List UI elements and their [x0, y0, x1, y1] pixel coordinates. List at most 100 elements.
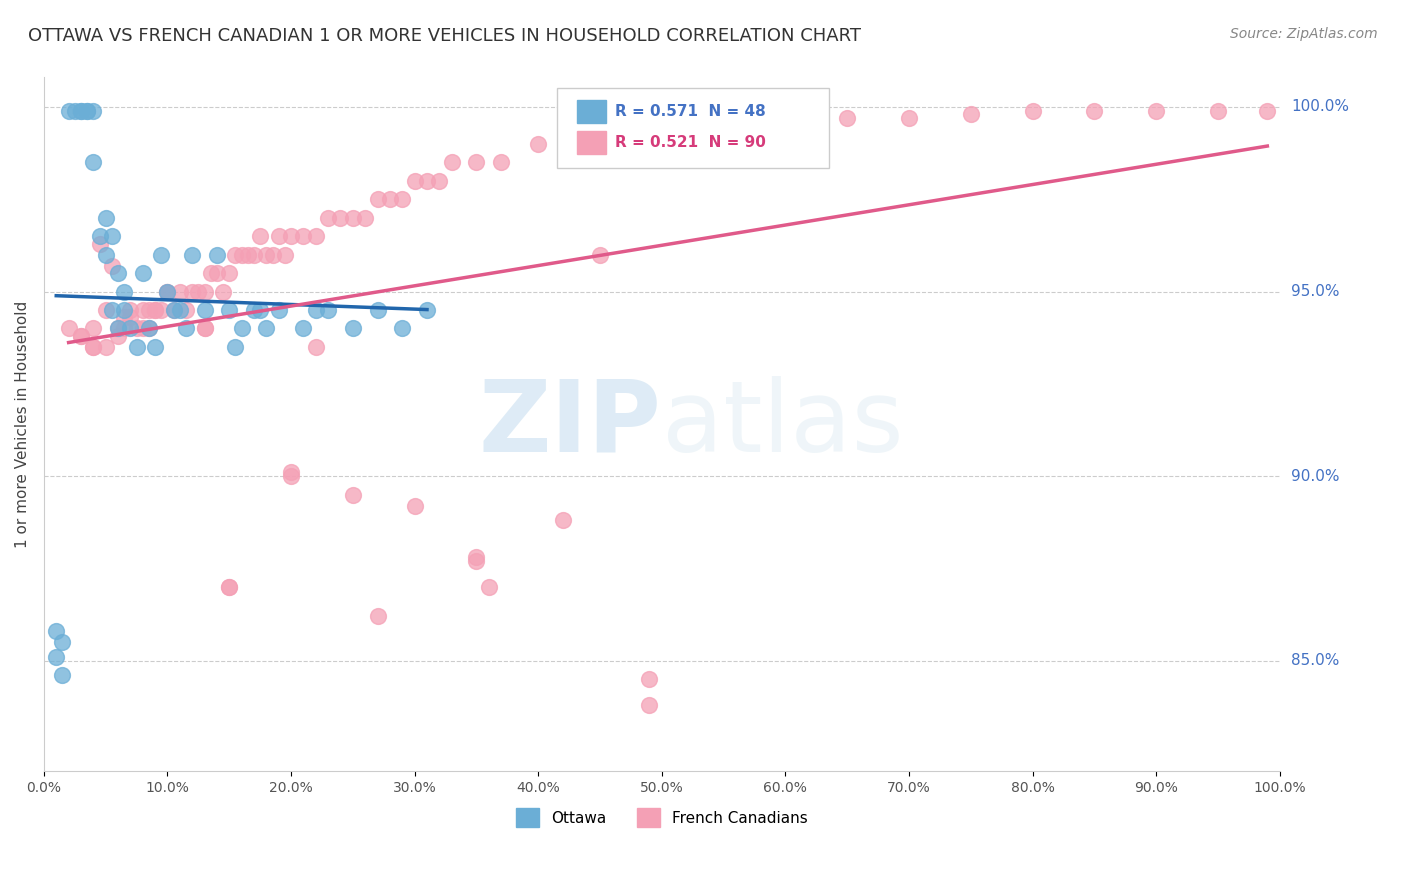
Point	[305, 303, 328, 318]
Point	[169, 285, 191, 299]
Point	[465, 554, 488, 568]
Point	[897, 111, 920, 125]
Point	[249, 229, 271, 244]
Point	[576, 136, 599, 151]
Text: atlas: atlas	[662, 376, 904, 473]
Point	[1144, 103, 1167, 118]
Point	[120, 310, 142, 325]
Point	[107, 321, 129, 335]
Point	[89, 236, 111, 251]
Point	[169, 303, 191, 318]
Point	[143, 340, 166, 354]
Point	[236, 247, 259, 261]
Point	[713, 119, 735, 133]
Point	[280, 229, 302, 244]
FancyBboxPatch shape	[576, 100, 606, 123]
Point	[125, 321, 148, 335]
Point	[367, 303, 389, 318]
Point	[404, 499, 426, 513]
Point	[837, 111, 859, 125]
Point	[254, 247, 277, 261]
Point	[1256, 103, 1278, 118]
Point	[224, 340, 246, 354]
Y-axis label: 1 or more Vehicles in Household: 1 or more Vehicles in Household	[15, 301, 30, 548]
Point	[292, 229, 315, 244]
Point	[107, 321, 129, 335]
Point	[187, 285, 209, 299]
Point	[150, 247, 173, 261]
Point	[125, 340, 148, 354]
Point	[51, 635, 73, 649]
Point	[89, 229, 111, 244]
Point	[254, 321, 277, 335]
Point	[70, 103, 93, 118]
Point	[58, 103, 80, 118]
Point	[589, 247, 612, 261]
Point	[156, 285, 179, 299]
Point	[267, 229, 290, 244]
Point	[82, 155, 104, 169]
Point	[63, 103, 86, 118]
Point	[143, 303, 166, 318]
Point	[82, 321, 104, 335]
Text: 85.0%: 85.0%	[1291, 653, 1339, 668]
Text: OTTAWA VS FRENCH CANADIAN 1 OR MORE VEHICLES IN HOUSEHOLD CORRELATION CHART: OTTAWA VS FRENCH CANADIAN 1 OR MORE VEHI…	[28, 27, 860, 45]
Point	[138, 321, 160, 335]
Text: 95.0%: 95.0%	[1291, 284, 1340, 299]
Point	[218, 580, 240, 594]
Point	[404, 174, 426, 188]
Point	[70, 328, 93, 343]
Point	[51, 668, 73, 682]
Point	[280, 469, 302, 483]
Point	[138, 303, 160, 318]
Point	[132, 321, 155, 335]
Point	[342, 321, 364, 335]
Point	[94, 303, 117, 318]
Point	[94, 211, 117, 225]
Point	[70, 328, 93, 343]
Point	[94, 247, 117, 261]
Point	[465, 155, 488, 169]
Point	[243, 303, 266, 318]
Point	[112, 303, 135, 318]
Point	[316, 303, 339, 318]
Point	[367, 192, 389, 206]
Point	[107, 328, 129, 343]
Point	[305, 340, 328, 354]
Point	[1021, 103, 1043, 118]
Point	[212, 285, 235, 299]
Point	[367, 609, 389, 624]
Point	[76, 103, 98, 118]
Point	[551, 513, 574, 527]
Point	[231, 321, 253, 335]
Point	[218, 303, 240, 318]
Point	[274, 247, 297, 261]
Point	[378, 192, 401, 206]
Text: R = 0.521  N = 90: R = 0.521 N = 90	[614, 136, 766, 150]
Point	[45, 624, 67, 639]
Point	[267, 303, 290, 318]
Point	[45, 649, 67, 664]
Point	[342, 487, 364, 501]
Point	[107, 266, 129, 280]
Point	[638, 672, 661, 686]
Point	[305, 229, 328, 244]
Point	[218, 580, 240, 594]
Point	[163, 303, 186, 318]
Point	[138, 321, 160, 335]
Text: 100.0%: 100.0%	[1291, 100, 1348, 114]
Point	[193, 285, 215, 299]
Point	[143, 303, 166, 318]
Point	[1206, 103, 1229, 118]
Point	[775, 114, 797, 128]
Point	[76, 103, 98, 118]
Point	[527, 136, 550, 151]
Point	[1083, 103, 1105, 118]
Point	[959, 107, 981, 121]
Point	[112, 310, 135, 325]
Point	[218, 266, 240, 280]
Point	[70, 103, 93, 118]
Point	[193, 321, 215, 335]
Point	[58, 321, 80, 335]
Point	[224, 247, 246, 261]
